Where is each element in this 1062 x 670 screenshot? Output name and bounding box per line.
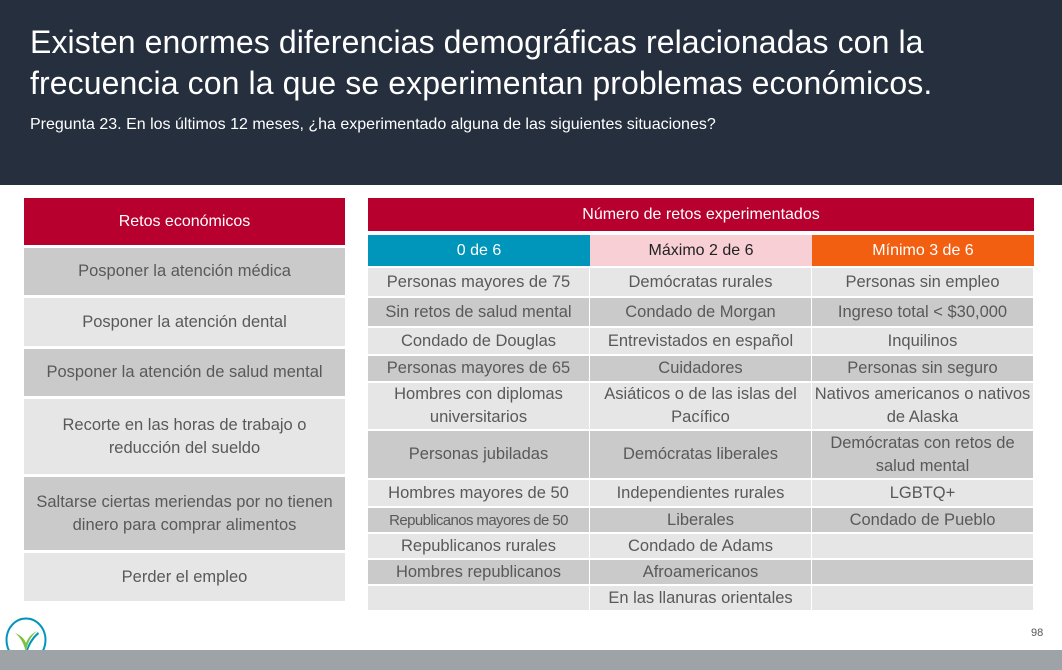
table-cell: Condado de Morgan: [590, 298, 811, 326]
economic-challenges-heading: Retos económicos: [24, 198, 345, 245]
table-cell: Sin retos de salud mental: [368, 298, 589, 326]
header-banner: Existen enormes diferencias demográficas…: [0, 0, 1062, 185]
table-cell: Hombres con diplomas universitarios: [368, 383, 589, 429]
table-cell: Condado de Douglas: [368, 328, 589, 354]
page-subtitle: Pregunta 23. En los últimos 12 meses, ¿h…: [30, 116, 716, 133]
table-cell: Personas sin seguro: [812, 356, 1033, 381]
challenges-count-heading: Número de retos experimentados: [368, 198, 1034, 231]
category-header-row: 0 de 6 Máximo 2 de 6 Mínimo 3 de 6: [368, 235, 1034, 266]
table-cell: [368, 586, 589, 610]
category-min-three: Mínimo 3 de 6: [812, 235, 1034, 266]
table-cell: Cuidadores: [590, 356, 811, 381]
table-cell: Hombres mayores de 50: [368, 480, 589, 506]
table-cell: Independientes rurales: [590, 480, 811, 506]
table-cell: Inquilinos: [812, 328, 1033, 354]
table-row: Republicanos mayores de 50 Liberales Con…: [368, 508, 1034, 532]
footer-bar: [0, 650, 1062, 670]
table-cell: Republicanos rurales: [368, 534, 589, 558]
challenge-item: Posponer la atención dental: [24, 298, 345, 346]
table-row: Sin retos de salud mental Condado de Mor…: [368, 298, 1034, 326]
table-cell: Ingreso total < $30,000: [812, 298, 1033, 326]
table-cell: Demócratas con retos de salud mental: [812, 431, 1033, 478]
economic-challenges-column: Retos económicos Posponer la atención mé…: [24, 198, 345, 601]
table-cell: [812, 560, 1033, 584]
table-row: Hombres con diplomas universitarios Asiá…: [368, 383, 1034, 429]
table-cell: Personas jubiladas: [368, 431, 589, 478]
category-max-two: Máximo 2 de 6: [590, 235, 812, 266]
table-cell: Demócratas liberales: [590, 431, 811, 478]
table-row: Condado de Douglas Entrevistados en espa…: [368, 328, 1034, 354]
page-title: Existen enormes diferencias demográficas…: [30, 24, 933, 101]
table-cell: Liberales: [590, 508, 811, 532]
challenge-item: Recorte en las horas de trabajo o reducc…: [24, 399, 345, 474]
category-zero: 0 de 6: [368, 235, 590, 266]
table-cell: Nativos americanos o nativos de Alaska: [812, 383, 1033, 429]
challenge-item: Posponer la atención médica: [24, 248, 345, 295]
table-cell: Personas mayores de 75: [368, 268, 589, 296]
table-row: Personas mayores de 75 Demócratas rurale…: [368, 268, 1034, 296]
table-row: Hombres republicanos Afroamericanos: [368, 560, 1034, 584]
page-number: 98: [1031, 627, 1044, 639]
table-cell: Condado de Adams: [590, 534, 811, 558]
table-cell: [812, 586, 1033, 610]
table-row: Personas mayores de 65 Cuidadores Person…: [368, 356, 1034, 381]
table-cell: Republicanos mayores de 50: [368, 508, 589, 532]
table-cell: Asiáticos o de las islas del Pacífico: [590, 383, 811, 429]
table-cell: [812, 534, 1033, 558]
table-row: En las llanuras orientales: [368, 586, 1034, 610]
table-cell: Condado de Pueblo: [812, 508, 1033, 532]
table-cell: Entrevistados en español: [590, 328, 811, 354]
table-cell: LGBTQ+: [812, 480, 1033, 506]
challenge-item: Perder el empleo: [24, 553, 345, 601]
table-cell: Demócratas rurales: [590, 268, 811, 296]
table-cell: Afroamericanos: [590, 560, 811, 584]
challenge-item: Saltarse ciertas meriendas por no tienen…: [24, 477, 345, 550]
table-cell: Personas mayores de 65: [368, 356, 589, 381]
table-cell: En las llanuras orientales: [590, 586, 811, 610]
table-cell: Hombres republicanos: [368, 560, 589, 584]
table-row: Personas jubiladas Demócratas liberales …: [368, 431, 1034, 478]
challenges-count-table: Número de retos experimentados 0 de 6 Má…: [368, 198, 1034, 610]
challenge-item: Posponer la atención de salud mental: [24, 349, 345, 396]
table-cell: Personas sin empleo: [812, 268, 1033, 296]
table-row: Republicanos rurales Condado de Adams: [368, 534, 1034, 558]
table-row: Hombres mayores de 50 Independientes rur…: [368, 480, 1034, 506]
